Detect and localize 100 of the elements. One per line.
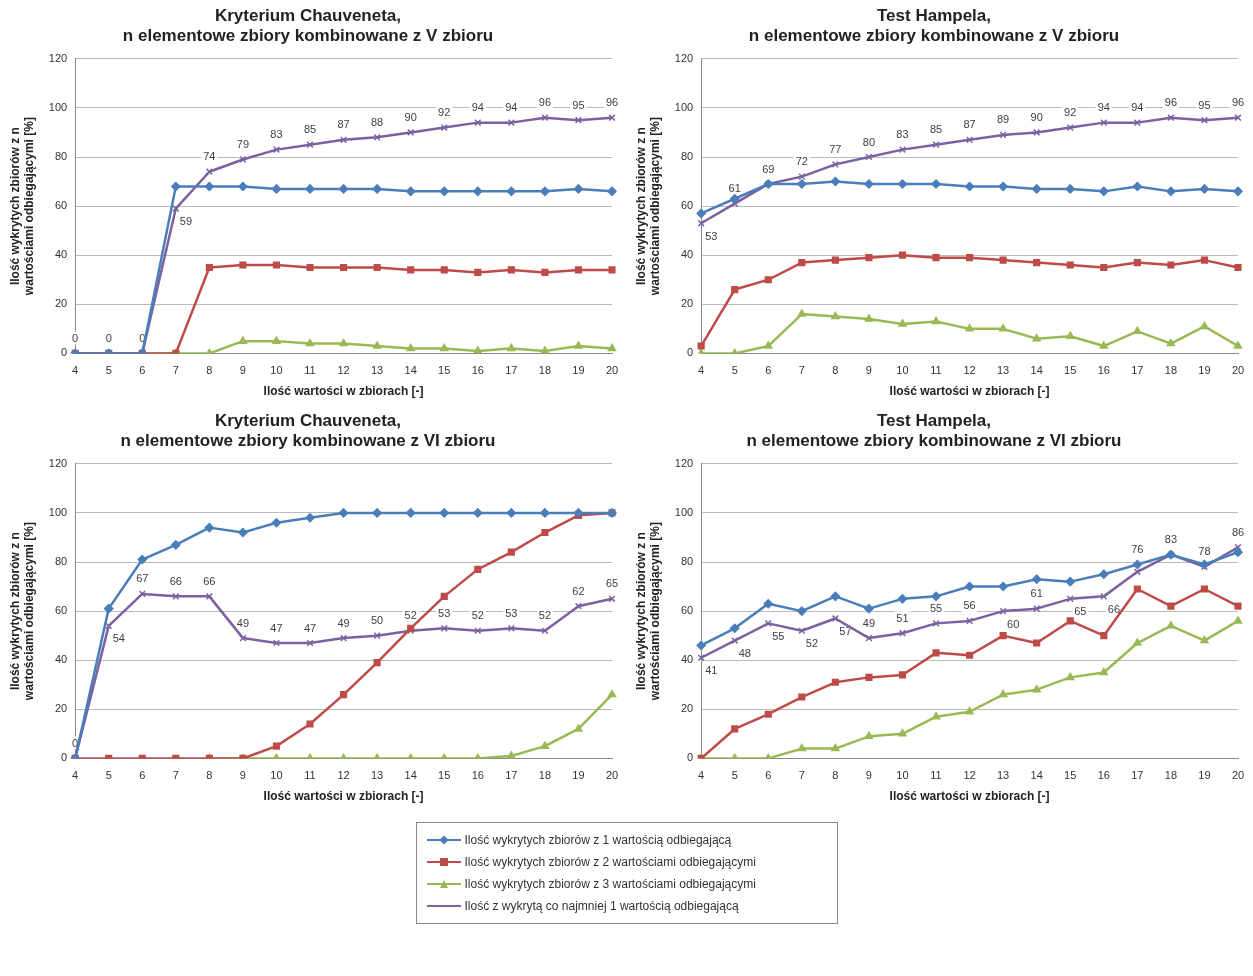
data-label: 65 [1074, 605, 1087, 618]
data-label: 87 [963, 118, 976, 131]
x-tick-label: 16 [1097, 364, 1110, 377]
x-tick-label: 5 [105, 769, 112, 782]
x-tick-label: 11 [304, 364, 316, 377]
y-tick-label: 120 [674, 51, 694, 64]
data-label: 83 [896, 128, 909, 141]
legend-label: Ilość wykrytych zbiorów z 2 wartościami odbiegającymi [464, 855, 756, 869]
y-tick-label: 60 [680, 199, 694, 212]
data-label: 92 [438, 106, 451, 119]
data-label: 96 [1164, 96, 1178, 109]
data-label: 52 [805, 637, 819, 650]
x-tick-label: 18 [1164, 364, 1178, 377]
data-label: 90 [1030, 110, 1043, 123]
y-tick-label: 0 [61, 346, 68, 359]
y-tick-label: 60 [680, 604, 694, 617]
data-label: 89 [997, 113, 1010, 126]
x-tick-label: 17 [1131, 769, 1144, 782]
x-axis-title: Ilość wartości w zbiorach [-] [889, 384, 1050, 399]
x-tick-label: 14 [404, 769, 417, 782]
x-tick-label: 17 [505, 364, 518, 377]
x-tick-label: 10 [896, 769, 909, 782]
legend-label: Ilość z wykrytą co najmniej 1 wartością odbiegającą [464, 899, 739, 913]
y-axis-title: Ilość wykrytych zbiorów z n wartościami odbiegającymi [%] [633, 522, 662, 702]
y-tick-label: 80 [680, 555, 694, 568]
data-label: 62 [572, 584, 585, 597]
data-label: 96 [605, 96, 619, 109]
data-label: 55 [929, 601, 943, 614]
x-tick-label: 15 [1064, 769, 1077, 782]
data-label: 94 [505, 101, 518, 114]
x-tick-label: 8 [832, 769, 839, 782]
data-label: 53 [705, 229, 718, 242]
x-tick-label: 15 [438, 769, 451, 782]
y-tick-label: 40 [54, 248, 68, 261]
y-tick-label: 20 [680, 297, 694, 310]
chart-title: Kryterium Chauveneta, n elementowe zbiory kombinowane z V zbioru [122, 5, 494, 46]
y-tick-label: 0 [61, 751, 68, 764]
data-label: 48 [738, 647, 751, 660]
data-label: 47 [303, 621, 317, 634]
data-label: 66 [169, 574, 182, 587]
y-tick-label: 60 [54, 199, 68, 212]
y-tick-label: 100 [48, 100, 68, 113]
data-label: 54 [112, 632, 125, 645]
data-label: 50 [371, 614, 384, 627]
x-tick-label: 10 [270, 769, 283, 782]
x-tick-label: 16 [1097, 769, 1110, 782]
legend-label: Ilość wykrytych zbiorów z 3 wartościami odbiegającymi [464, 877, 756, 891]
x-tick-label: 13 [371, 769, 384, 782]
data-label: 52 [538, 609, 552, 622]
data-label: 92 [1064, 106, 1077, 119]
x-tick-label: 20 [605, 364, 619, 377]
y-tick-label: 40 [54, 653, 68, 666]
x-tick-label: 13 [997, 364, 1010, 377]
x-tick-label: 18 [1164, 769, 1178, 782]
x-tick-label: 6 [139, 769, 146, 782]
x-tick-label: 19 [572, 769, 585, 782]
data-label: 96 [1231, 96, 1245, 109]
x-tick-label: 13 [997, 769, 1010, 782]
data-label: 96 [538, 96, 552, 109]
data-label: 67 [136, 572, 149, 585]
data-label: 88 [371, 115, 384, 128]
x-tick-label: 19 [572, 364, 585, 377]
data-label: 85 [303, 123, 317, 136]
data-label: 49 [236, 616, 250, 629]
data-label: 52 [471, 609, 484, 622]
x-tick-label: 8 [832, 364, 839, 377]
x-tick-label: 13 [371, 364, 384, 377]
x-tick-label: 12 [337, 769, 350, 782]
legend-label: Ilość wykrytych zbiorów z 1 wartością odbiegającą [464, 833, 732, 847]
data-label: 66 [1107, 602, 1121, 615]
data-label: 94 [471, 101, 484, 114]
data-label: 94 [1131, 101, 1144, 114]
y-tick-label: 120 [48, 456, 68, 469]
x-tick-label: 4 [72, 769, 79, 782]
y-tick-label: 0 [687, 346, 694, 359]
x-tick-label: 7 [798, 364, 805, 377]
x-tick-label: 11 [304, 769, 316, 782]
y-tick-label: 100 [674, 505, 694, 518]
x-tick-label: 8 [206, 364, 213, 377]
data-label: 53 [505, 606, 518, 619]
data-label: 83 [270, 128, 283, 141]
data-label: 61 [1030, 587, 1043, 600]
x-tick-label: 4 [72, 364, 79, 377]
y-axis-title: Ilość wykrytych zbiorów z n wartościami odbiegającymi [%] [7, 522, 36, 702]
x-tick-label: 6 [139, 364, 146, 377]
x-tick-label: 7 [798, 769, 805, 782]
data-label: 80 [862, 135, 876, 148]
data-label: 86 [1231, 525, 1245, 538]
data-label: 95 [1198, 98, 1211, 111]
y-tick-label: 20 [680, 702, 694, 715]
data-label: 74 [203, 150, 216, 163]
chart-title: Test Hampela, n elementowe zbiory kombinowane z VI zbioru [746, 410, 1122, 451]
chart-title: Test Hampela, n elementowe zbiory kombinowane z V zbioru [748, 5, 1120, 46]
x-axis-title: Ilość wartości w zbiorach [-] [263, 789, 424, 804]
y-tick-label: 20 [54, 297, 68, 310]
x-tick-label: 14 [1030, 769, 1043, 782]
chart-title: Kryterium Chauveneta, n elementowe zbiory kombinowane z VI zbioru [120, 410, 496, 451]
data-label: 56 [963, 599, 976, 612]
data-label: 51 [896, 611, 909, 624]
data-label: 78 [1198, 545, 1211, 558]
